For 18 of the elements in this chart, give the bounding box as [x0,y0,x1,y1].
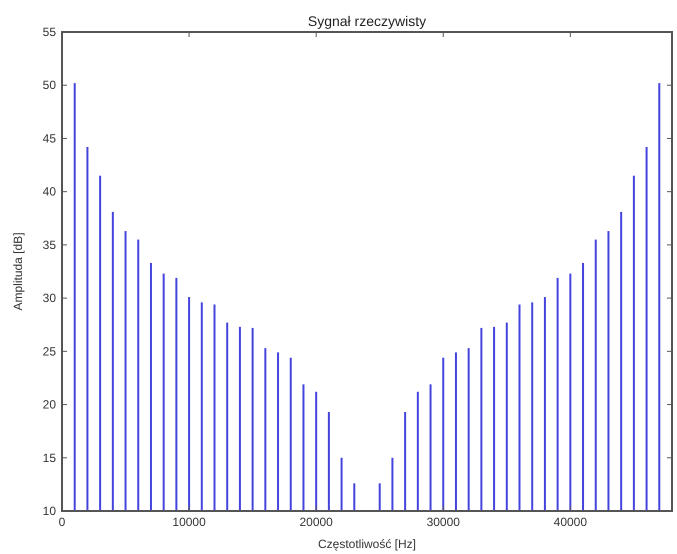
x-tick-label: 30000 [426,515,460,529]
y-tick-label: 35 [42,238,56,252]
y-tick-label: 15 [42,450,56,465]
y-tick-label: 40 [42,184,56,199]
x-tick-label: 20000 [299,515,334,529]
y-axis-title: Amplituda [dB] [11,232,25,311]
y-tick-label: 20 [42,398,56,412]
y-tick-label: 55 [42,25,56,39]
y-tick-label: 30 [42,291,56,306]
y-tick-label: 45 [42,131,56,146]
y-tick-label: 10 [42,504,56,518]
y-tick-label: 25 [42,344,56,358]
x-axis-title: Częstotliwość [Hz] [318,537,416,551]
chart-title: Sygnał rzeczywisty [308,13,426,29]
y-tick-label: 50 [42,78,56,92]
x-tick-label: 40000 [554,515,588,529]
x-tick-label: 10000 [172,515,206,529]
x-tick-label: 0 [58,515,66,529]
